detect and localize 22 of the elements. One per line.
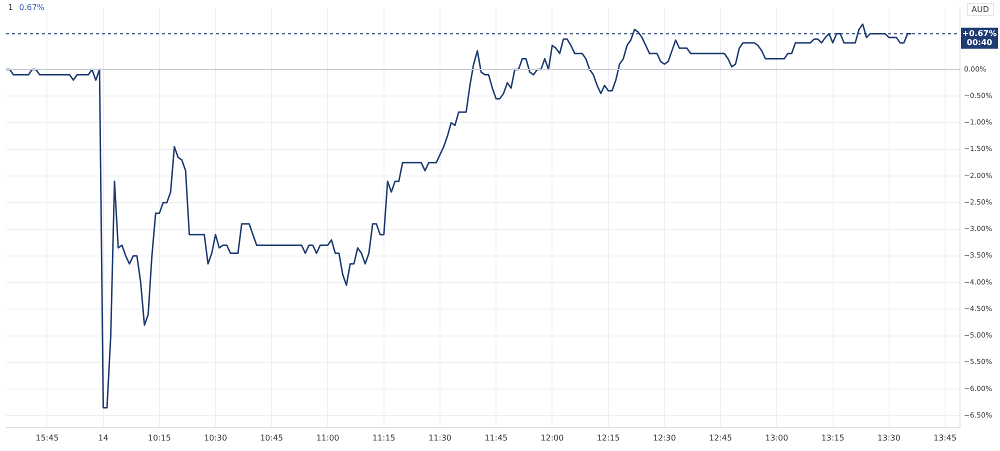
x-tick-label: 11:45 <box>484 433 508 442</box>
x-tick-label: 15:45 <box>36 433 59 442</box>
text: 00:40 <box>966 38 993 47</box>
chart-subtitle: 0.67% <box>19 3 45 12</box>
x-tick-label: 11:00 <box>316 433 340 442</box>
x-tick-label: 12:30 <box>652 433 676 442</box>
text: AUD <box>966 3 994 16</box>
ref-line-label: +0.67% <box>962 28 997 38</box>
x-tick-label: 12:00 <box>540 433 564 442</box>
x-tick-label: 11:30 <box>428 433 452 442</box>
x-tick-label: 14 <box>98 433 108 442</box>
x-tick-label: 10:45 <box>260 433 284 442</box>
x-tick-label: 11:15 <box>372 433 396 442</box>
x-tick-label: 13:15 <box>821 433 844 442</box>
x-tick-label: 12:15 <box>596 433 620 442</box>
x-tick-label: 13:00 <box>765 433 788 442</box>
x-tick-label: 12:45 <box>709 433 732 442</box>
x-tick-label: 10:30 <box>204 433 228 442</box>
chart-title: 1 <box>8 3 14 12</box>
x-tick-label: 13:30 <box>877 433 900 442</box>
x-tick-label: 13:45 <box>934 433 957 442</box>
x-tick-label: 10:15 <box>148 433 171 442</box>
